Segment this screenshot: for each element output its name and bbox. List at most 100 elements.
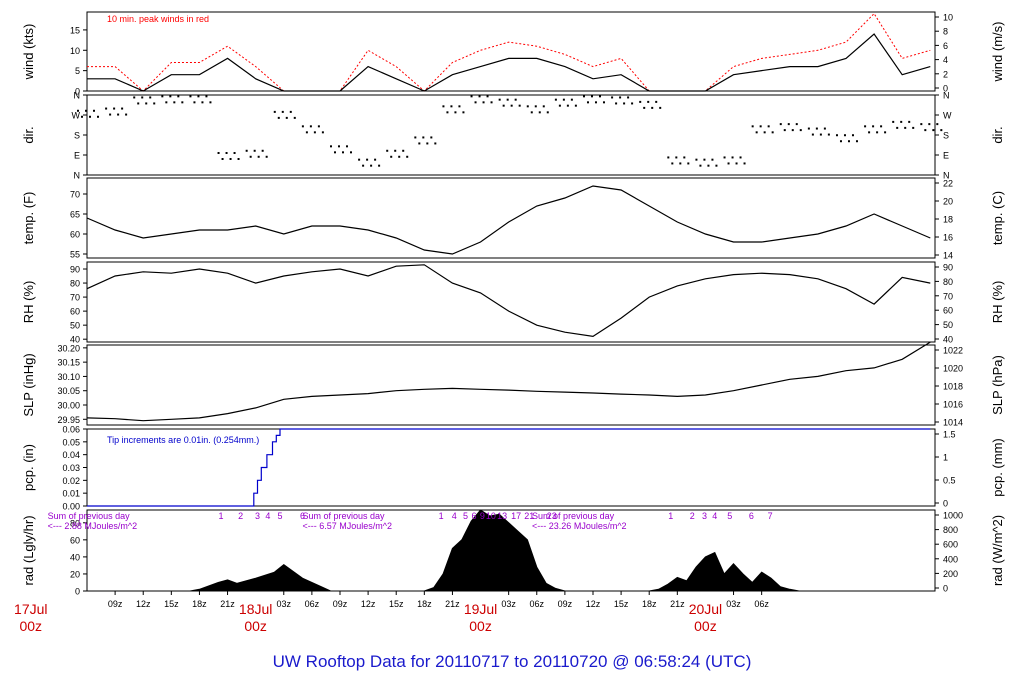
ylabel-right-rad: rad (W/m^2) [990,515,1005,586]
dir-point [928,123,931,126]
dir-point [687,162,690,165]
xtick-label: 21z [220,599,235,609]
dir-point [799,129,802,132]
dir-point [518,104,521,107]
temp-line [86,185,931,255]
dir-point [683,156,686,159]
hour-label: 6 [749,511,754,521]
ytick-label-right-wind: 8 [943,27,948,37]
dir-point [121,107,124,110]
hour-label: 23 [547,511,557,521]
dir-point [864,125,867,128]
ytick-label-right-rad: 0 [943,584,948,594]
dir-point [366,158,369,161]
ytick-label-left-dir: N [74,171,81,181]
ytick-label-left-pcp: 0.01 [62,489,80,499]
dir-point [165,101,168,104]
dir-point [647,100,650,103]
dir-point [486,95,489,98]
dir-point [783,129,786,132]
dir-point [81,115,83,118]
ytick-label-right-temp: 20 [943,197,953,207]
dir-point [233,152,236,154]
wind-line [87,33,931,92]
hour-label: 4 [265,511,270,521]
ytick-label-right-slp: 1020 [943,364,963,374]
xtick-label: 06z [754,599,769,609]
dir-point [394,149,397,152]
ylabel-right-temp: temp. (C) [990,191,1005,245]
dir-point [257,155,260,158]
ytick-label-left-rh: 60 [70,307,80,317]
dir-point [759,125,762,128]
dir-point [85,109,87,112]
dir-point [510,104,513,107]
xtick-label: 12z [586,599,601,609]
dir-point [739,156,742,159]
ytick-label-right-temp: 22 [943,179,953,189]
dir-point [811,133,814,136]
dir-point [370,164,373,167]
dir-point [940,129,943,132]
ytick-label-right-rh: 80 [943,277,953,287]
dir-point [450,105,453,108]
ylabel-right-rh: RH (%) [990,281,1005,324]
dir-point [823,127,826,130]
dir-point [454,111,457,114]
ylabel-right-slp: SLP (hPa) [990,355,1005,415]
dir-point [586,101,589,104]
dir-point [787,123,790,126]
ytick-label-left-dir: W [72,111,81,121]
hour-label: 4 [712,511,717,521]
xtick-label: 09z [333,599,348,609]
dir-point [386,149,389,152]
hour-label: 6 [471,511,476,521]
dir-point [414,136,417,139]
daily-sum-label: Sum of previous day [302,511,385,521]
hour-label: 13 [497,511,507,521]
dir-point [839,140,842,143]
dir-point [418,142,421,145]
daily-sum-value: <--- 6.57 MJoules/m^2 [302,521,392,531]
dir-point [659,106,662,109]
dir-point [430,136,433,139]
ytick-label-right-dir: W [943,111,952,121]
dir-point [313,131,316,134]
dir-point [273,110,276,113]
dir-point [153,102,156,105]
ytick-label-left-slp: 30.00 [57,401,80,411]
dir-point [422,136,425,139]
dir-point [751,125,754,128]
ylabel-left-rad: rad (Lgly/hr) [21,515,36,585]
xtick-label: 15z [614,599,629,609]
dir-point [362,164,365,167]
dir-point [851,134,854,137]
ytick-label-right-pcp: 0.5 [943,476,956,486]
dir-point [546,111,549,114]
ytick-label-left-dir: E [74,151,80,161]
ytick-label-left-temp: 70 [70,190,80,200]
dir-point [125,113,128,116]
dir-point [402,149,405,152]
date-label-hour: 00z [244,618,267,634]
dir-point [631,102,634,105]
xtick-label: 21z [670,599,685,609]
dir-point [819,133,822,136]
ytick-label-left-pcp: 0.06 [62,425,80,435]
dir-point [358,158,361,161]
dir-point [611,96,614,99]
dir-point [723,156,726,159]
dir-point [594,101,597,104]
xtick-label: 18z [417,599,432,609]
dir-point [727,162,730,165]
dir-point [542,105,545,108]
dir-point [619,96,622,99]
ytick-label-right-slp: 1022 [943,346,963,356]
date-label-day: 19Jul [464,601,497,617]
dir-point [671,162,674,165]
dir-point [502,104,505,107]
date-label-hour: 00z [694,618,717,634]
dir-point [341,151,344,154]
dir-point [229,158,232,160]
dir-point [277,116,280,119]
